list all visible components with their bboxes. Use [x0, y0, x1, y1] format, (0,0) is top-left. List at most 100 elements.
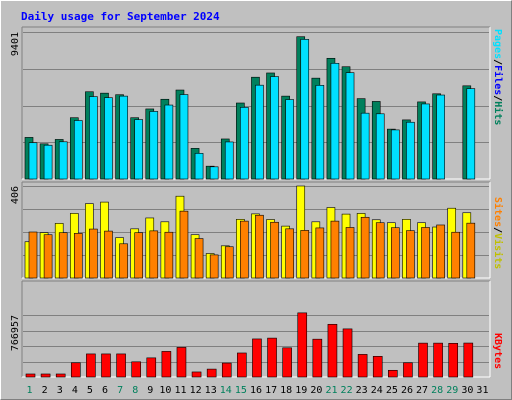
bar-kbytes-day-16 — [252, 338, 262, 378]
bar-kbytes-day-11 — [176, 347, 187, 378]
legend-sites: Sites — [492, 197, 504, 227]
bar-kbytes-day-9 — [146, 357, 157, 378]
bar-files-day-27 — [421, 103, 430, 180]
x-tick-label-day-23: 23 — [356, 385, 368, 396]
x-tick-label-day-31: 31 — [476, 385, 488, 396]
bar-kbytes-day-26 — [403, 362, 413, 378]
bar-files-day-21 — [330, 62, 340, 180]
bar-kbytes-day-19 — [297, 312, 308, 378]
x-tick-label-day-3: 3 — [57, 385, 63, 396]
x-tick-label-day-30: 30 — [461, 385, 473, 396]
x-tick-label-day-26: 26 — [401, 385, 413, 396]
bar-sites-day-14 — [224, 246, 234, 279]
bar-sites-day-21 — [330, 220, 340, 279]
bar-sites-day-19 — [300, 230, 310, 279]
bar-files-day-11 — [179, 94, 189, 180]
legend-sep: / — [492, 95, 503, 101]
bar-sites-day-22 — [345, 227, 355, 279]
legend-kbytes: KBytes — [492, 333, 503, 369]
bar-kbytes-day-13 — [206, 368, 217, 378]
bar-sites-day-10 — [164, 231, 174, 279]
bar-sites-day-3 — [58, 232, 68, 279]
bar-sites-day-4 — [73, 233, 83, 279]
bar-files-day-30 — [466, 88, 476, 180]
x-tick-label-day-14: 14 — [220, 385, 232, 396]
bar-files-day-19 — [300, 39, 310, 180]
bar-kbytes-day-2 — [40, 373, 51, 378]
legend-sep: / — [492, 59, 503, 65]
x-tick-label-day-27: 27 — [416, 385, 428, 396]
bar-sites-day-20 — [315, 227, 325, 279]
bar-sites-day-15 — [240, 220, 249, 279]
bar-sites-day-18 — [285, 228, 294, 279]
bar-sites-day-28 — [436, 224, 445, 279]
bar-kbytes-day-18 — [282, 347, 292, 378]
x-tick-label-day-17: 17 — [265, 385, 277, 396]
bar-kbytes-day-14 — [221, 362, 232, 378]
x-tick-label-day-29: 29 — [446, 385, 458, 396]
legend-hits: Hits — [492, 101, 504, 125]
x-tick-label-day-6: 6 — [102, 385, 108, 396]
x-tick-label-day-8: 8 — [132, 385, 138, 396]
legend-visitors: Sites/Visits — [492, 197, 504, 269]
bar-files-day-1 — [28, 142, 38, 180]
bar-sites-day-5 — [89, 228, 98, 279]
bar-kbytes-day-8 — [131, 361, 141, 378]
bar-sites-day-9 — [149, 230, 159, 279]
bar-files-day-22 — [345, 72, 355, 180]
bar-sites-day-16 — [255, 214, 264, 279]
bar-files-day-7 — [119, 95, 128, 180]
legend-pages: Pages — [492, 29, 503, 59]
bar-kbytes-day-29 — [448, 343, 459, 378]
y-max-label-traffic: 9401 — [10, 32, 21, 56]
bar-kbytes-day-1 — [25, 373, 36, 378]
bar-sites-day-2 — [43, 234, 53, 279]
y-max-labels: 9401 406 766957 — [10, 32, 21, 351]
bar-sites-day-1 — [28, 231, 38, 279]
bar-kbytes-day-4 — [70, 362, 81, 378]
bar-kbytes-day-30 — [463, 342, 474, 378]
bar-sites-day-24 — [375, 222, 385, 279]
x-tick-label-day-19: 19 — [295, 385, 307, 396]
bar-kbytes-day-10 — [161, 351, 172, 378]
bar-files-day-23 — [360, 112, 370, 180]
bar-files-day-17 — [270, 76, 279, 180]
x-tick-label-day-5: 5 — [87, 385, 93, 396]
bar-kbytes-day-5 — [86, 353, 96, 378]
bar-sites-day-29 — [451, 231, 461, 279]
bar-files-day-4 — [73, 120, 83, 180]
x-tick-label-day-21: 21 — [325, 385, 337, 396]
x-tick-label-day-10: 10 — [159, 385, 171, 396]
bar-sites-day-11 — [179, 210, 189, 279]
bar-kbytes-day-23 — [357, 354, 368, 378]
bar-kbytes-day-21 — [327, 323, 338, 378]
bar-files-day-5 — [89, 96, 98, 180]
bar-kbytes-day-17 — [267, 337, 277, 378]
bar-files-day-2 — [43, 144, 53, 180]
x-tick-label-day-4: 4 — [72, 385, 78, 396]
bar-kbytes-day-12 — [191, 371, 202, 378]
x-tick-label-day-15: 15 — [235, 385, 247, 396]
bar-kbytes-day-6 — [101, 353, 111, 378]
bar-kbytes-day-24 — [372, 356, 383, 378]
x-tick-label-day-11: 11 — [174, 385, 186, 396]
x-tick-label-day-13: 13 — [205, 385, 217, 396]
x-tick-label-day-22: 22 — [341, 385, 353, 396]
bar-sites-day-17 — [270, 221, 279, 279]
legend-sep: / — [492, 227, 503, 233]
x-tick-label-day-16: 16 — [250, 385, 262, 396]
legend-traffic: Pages/Files/Hits — [492, 29, 504, 125]
bar-sites-day-30 — [466, 222, 476, 279]
bar-sites-day-13 — [209, 254, 219, 279]
x-tick-label-day-20: 20 — [310, 385, 322, 396]
bar-kbytes-day-7 — [116, 353, 126, 378]
bar-files-day-9 — [149, 111, 159, 180]
bar-sites-day-8 — [134, 232, 143, 279]
bar-files-day-6 — [104, 97, 113, 180]
bar-files-day-14 — [224, 141, 234, 180]
bar-sites-day-23 — [360, 216, 370, 279]
bar-sites-day-26 — [406, 230, 415, 279]
bar-kbytes-day-15 — [237, 352, 247, 378]
